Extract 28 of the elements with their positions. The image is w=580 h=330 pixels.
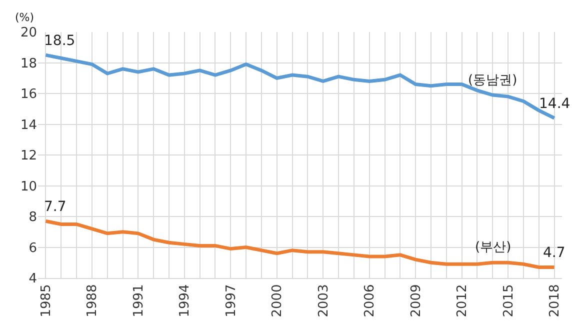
data-label: 14.4 — [539, 96, 570, 112]
y-tick-label: 8 — [28, 210, 37, 226]
y-tick-label: 10 — [20, 179, 37, 194]
y-tick-label: 4 — [28, 272, 37, 287]
x-tick-label: 2000 — [270, 284, 286, 318]
x-tick-label: 2012 — [455, 284, 470, 318]
series-label: (동남권) — [468, 73, 518, 88]
y-tick-label: 14 — [20, 118, 37, 133]
data-label: 7.7 — [44, 199, 66, 215]
x-tick-label: 1985 — [38, 284, 54, 318]
x-tick-label: 2003 — [316, 284, 332, 318]
y-axis-title: (%) — [15, 11, 34, 24]
x-tick-label: 2009 — [408, 284, 424, 318]
x-tick-label: 1988 — [85, 284, 100, 318]
series-label: (부산) — [475, 240, 512, 255]
data-label: 18.5 — [44, 33, 76, 49]
y-tick-label: 16 — [20, 87, 37, 102]
data-label: 4.7 — [543, 245, 566, 261]
y-tick-label: 20 — [20, 26, 37, 41]
x-tick-label: 2006 — [362, 284, 378, 318]
x-tick-label: 1994 — [178, 284, 193, 318]
x-tick-label: 2015 — [501, 284, 516, 318]
y-tick-label: 18 — [20, 56, 37, 72]
x-tick-label: 1991 — [131, 284, 146, 318]
x-tick-label: 2018 — [548, 284, 563, 318]
x-tick-label: 1997 — [224, 284, 239, 318]
y-tick-label: 6 — [28, 240, 37, 256]
y-tick-label: 12 — [20, 148, 37, 164]
